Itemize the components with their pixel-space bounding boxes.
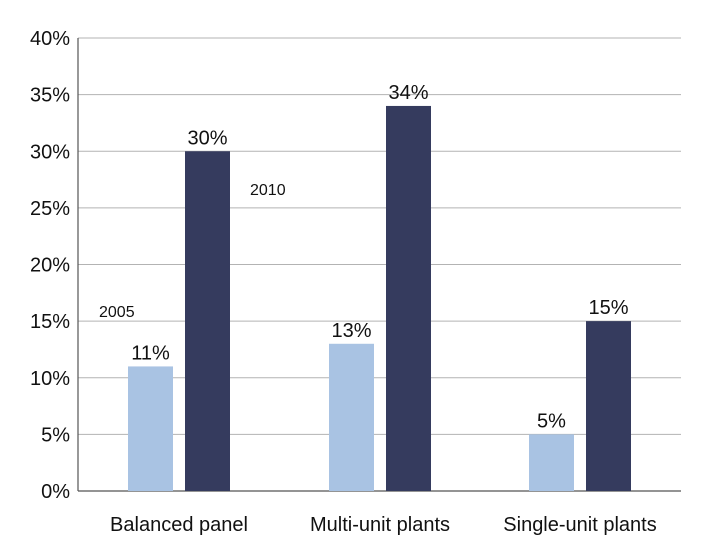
bar-2010-0 <box>185 151 230 491</box>
data-label: 15% <box>588 297 628 319</box>
bar-2005-2 <box>529 434 574 491</box>
bars <box>128 105 631 491</box>
y-tick-label: 25% <box>30 198 70 220</box>
y-tick-label: 10% <box>30 368 70 390</box>
series-label-2005: 2005 <box>99 304 135 321</box>
y-tick-label: 5% <box>41 424 70 446</box>
series-label-2010: 2010 <box>250 182 286 199</box>
category-label: Single-unit plants <box>503 514 656 536</box>
y-tick-labels: 0% 5% 10% 15% 20% 25% 30% 35% 40% <box>30 28 70 503</box>
y-tick-label: 0% <box>41 481 70 503</box>
bar-2010-1 <box>386 105 431 491</box>
data-label: 30% <box>187 127 227 149</box>
axes <box>77 38 681 492</box>
y-tick-label: 35% <box>30 85 70 107</box>
category-labels: Balanced panel Multi-unit plants Single-un… <box>110 514 657 536</box>
y-tick-label: 30% <box>30 141 70 163</box>
bar-2005-0 <box>128 366 173 491</box>
data-labels: 11% 13% 5% 30% 34% 15% <box>131 82 629 432</box>
data-label: 5% <box>537 410 566 432</box>
category-label: Balanced panel <box>110 514 248 536</box>
gridlines <box>78 37 681 435</box>
y-tick-label: 20% <box>30 255 70 277</box>
data-label: 13% <box>331 320 371 342</box>
y-tick-label: 15% <box>30 311 70 333</box>
category-label: Multi-unit plants <box>310 514 450 536</box>
y-tick-label: 40% <box>30 28 70 50</box>
data-label: 11% <box>131 342 170 364</box>
series-labels: 2005 2010 <box>99 182 286 321</box>
bar-2010-2 <box>586 321 631 491</box>
bar-2005-1 <box>329 343 374 491</box>
data-label: 34% <box>388 82 428 104</box>
